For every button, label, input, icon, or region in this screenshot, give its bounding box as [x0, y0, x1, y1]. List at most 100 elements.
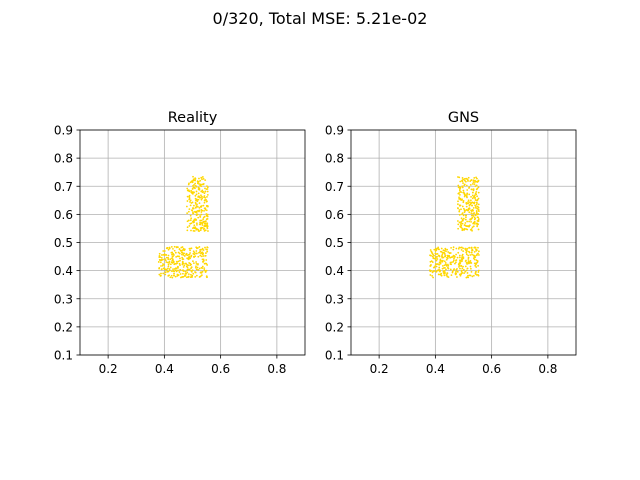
- particle-point: [197, 268, 200, 271]
- particle-point: [471, 226, 474, 229]
- series-horizontal-block: [157, 245, 209, 279]
- particle-point: [433, 254, 435, 257]
- particle-point: [192, 262, 195, 265]
- particle-point: [201, 251, 203, 254]
- particle-point: [447, 251, 450, 253]
- particle-point: [186, 263, 188, 266]
- particle-point: [475, 184, 478, 187]
- particle-point: [475, 262, 478, 264]
- particle-point: [435, 265, 438, 268]
- particle-point: [167, 256, 169, 259]
- particle-point: [203, 269, 206, 271]
- particle-point: [474, 179, 476, 182]
- particle-point: [194, 184, 197, 187]
- particle-point: [187, 210, 190, 213]
- panel-title-reality: Reality: [168, 110, 218, 126]
- particle-point: [438, 261, 441, 264]
- particle-point: [195, 250, 198, 252]
- particle-point: [452, 246, 455, 249]
- particle-point: [477, 179, 480, 182]
- particle-point: [465, 253, 468, 256]
- particle-point: [447, 266, 449, 269]
- particle-point: [469, 260, 472, 262]
- particle-point: [203, 201, 206, 204]
- particle-point: [445, 268, 447, 271]
- particle-point: [200, 274, 203, 277]
- particle-point: [474, 264, 477, 267]
- particle-point: [462, 256, 465, 259]
- y-tick-label: 0.4: [325, 264, 344, 278]
- particle-point: [473, 262, 476, 265]
- particle-point: [469, 262, 471, 264]
- particle-point: [189, 249, 191, 252]
- particle-point: [179, 273, 182, 275]
- x-tick-label: 0.4: [155, 362, 174, 376]
- particle-point: [186, 226, 189, 229]
- particle-point: [190, 275, 193, 278]
- particle-point: [475, 203, 478, 206]
- particle-point: [160, 268, 163, 271]
- particle-point: [177, 251, 180, 254]
- particle-point: [197, 262, 199, 265]
- particle-point: [461, 222, 464, 225]
- particle-point: [198, 202, 201, 205]
- particle-point: [181, 260, 184, 263]
- particle-point: [438, 255, 441, 257]
- particle-point: [204, 179, 207, 182]
- particle-point: [193, 191, 195, 194]
- particle-point: [171, 253, 173, 256]
- y-tick-label: 0.8: [325, 152, 344, 166]
- particle-point: [198, 209, 201, 212]
- particle-point: [474, 196, 476, 199]
- x-tick-label: 0.4: [426, 362, 445, 376]
- particle-point: [435, 263, 438, 266]
- particle-point: [164, 271, 167, 274]
- particle-point: [169, 258, 172, 261]
- particle-point: [192, 186, 195, 189]
- particle-point: [170, 245, 173, 248]
- particle-point: [195, 252, 197, 255]
- particle-point: [185, 276, 188, 279]
- particle-point: [477, 203, 480, 206]
- particle-point: [167, 254, 170, 257]
- figure-title: 0/320, Total MSE: 5.21e-02: [213, 9, 428, 28]
- particle-point: [192, 272, 195, 275]
- particle-point: [199, 223, 202, 225]
- particle-point: [203, 192, 206, 195]
- particle-point: [174, 251, 177, 254]
- particle-point: [477, 208, 480, 211]
- particle-point: [477, 269, 480, 272]
- particle-point: [193, 230, 196, 232]
- particle-point: [203, 196, 205, 199]
- particle-point: [194, 194, 197, 197]
- particle-point: [203, 225, 206, 228]
- particle-point: [476, 260, 479, 263]
- particle-point: [469, 265, 472, 268]
- particle-point: [159, 274, 162, 277]
- plot-panel-gns: 0.2 0.4 0.6 0.8 0.1 0.2 0.3 0.4 0.5 0.6 0.7 0.8 0.9 G…: [325, 110, 577, 376]
- particle-point: [199, 275, 202, 278]
- particle-point: [165, 261, 168, 263]
- particle-point: [446, 275, 449, 278]
- particle-point: [466, 228, 469, 231]
- particle-point: [173, 249, 176, 252]
- particle-point: [191, 191, 194, 194]
- particle-point: [181, 253, 183, 256]
- particle-point: [164, 259, 167, 262]
- particle-point: [457, 200, 459, 203]
- particle-point: [192, 175, 194, 178]
- particle-point: [467, 180, 469, 182]
- particle-point: [477, 274, 480, 277]
- particle-point: [458, 210, 461, 213]
- particle-point: [474, 271, 477, 273]
- particle-point: [197, 180, 200, 183]
- particle-point: [176, 266, 179, 268]
- particle-point: [448, 252, 451, 254]
- particle-point: [169, 263, 172, 266]
- particle-point: [189, 199, 192, 202]
- particle-point: [181, 256, 184, 259]
- particle-point: [180, 246, 183, 249]
- series-vertical-block: [185, 175, 209, 233]
- particle-point: [172, 268, 174, 271]
- particle-point: [178, 271, 181, 273]
